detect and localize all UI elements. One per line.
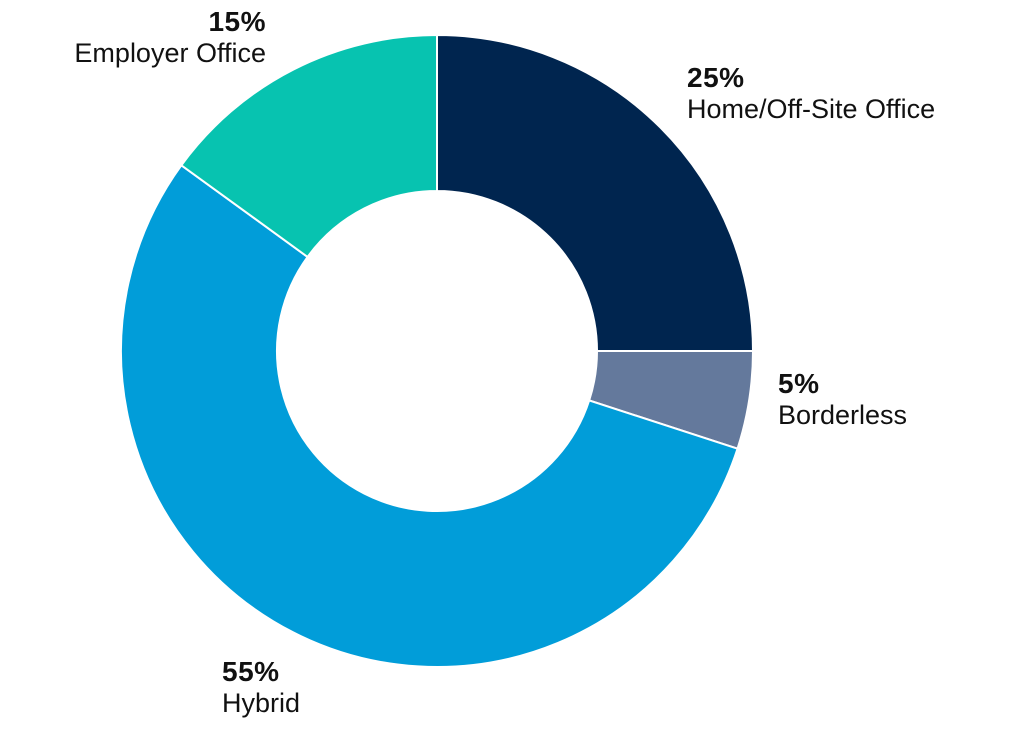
- slice-label-borderless: 5% Borderless: [778, 368, 907, 431]
- slice-value-label: 55%: [222, 656, 280, 687]
- slice-category-label: Hybrid: [222, 688, 301, 719]
- slice-hybrid: [120, 163, 739, 668]
- slice-value-label: 25%: [687, 62, 745, 93]
- slice-label-home-off-site-office: 25% Home/Off-Site Office: [687, 62, 935, 125]
- slice-category-label: Borderless: [778, 400, 908, 431]
- slice-employer-office: [179, 33, 438, 259]
- slice-label-employer-office: 15% Employer Office: [14, 6, 266, 69]
- slice-label-hybrid: 55% Hybrid: [222, 656, 300, 719]
- slices-group: [120, 33, 755, 668]
- slice-category-label: Home/Off-Site Office: [687, 94, 936, 125]
- slice-home-off-site-office: [436, 33, 755, 352]
- slice-value-label: 5%: [778, 368, 820, 399]
- slice-category-label: Employer Office: [74, 38, 266, 69]
- slice-value-label: 15%: [208, 6, 266, 37]
